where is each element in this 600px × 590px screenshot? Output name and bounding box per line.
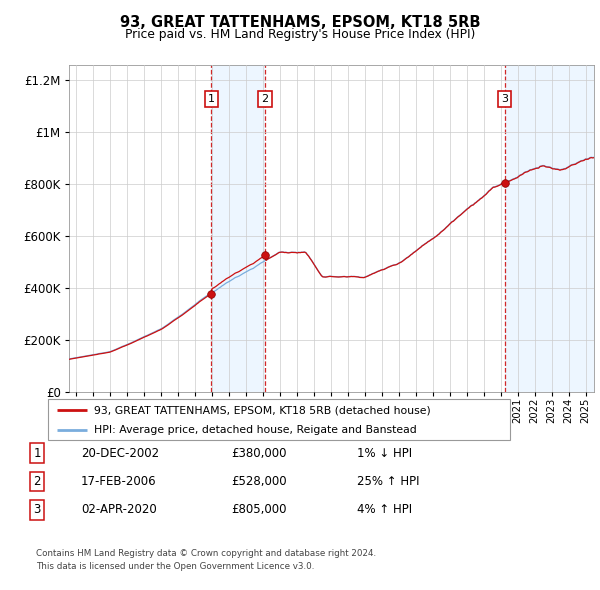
Text: £805,000: £805,000 [231, 503, 287, 516]
Text: £528,000: £528,000 [231, 475, 287, 488]
Text: £380,000: £380,000 [231, 447, 287, 460]
Text: 4% ↑ HPI: 4% ↑ HPI [357, 503, 412, 516]
Bar [505, 65, 594, 392]
Text: 2: 2 [262, 94, 268, 104]
Text: 20-DEC-2002: 20-DEC-2002 [81, 447, 159, 460]
Text: 1% ↓ HPI: 1% ↓ HPI [357, 447, 412, 460]
Text: 2: 2 [34, 475, 41, 488]
Text: This data is licensed under the Open Government Licence v3.0.: This data is licensed under the Open Gov… [36, 562, 314, 571]
Bar [211, 65, 265, 392]
Text: 25% ↑ HPI: 25% ↑ HPI [357, 475, 419, 488]
Text: Contains HM Land Registry data © Crown copyright and database right 2024.: Contains HM Land Registry data © Crown c… [36, 549, 376, 558]
Text: 93, GREAT TATTENHAMS, EPSOM, KT18 5RB: 93, GREAT TATTENHAMS, EPSOM, KT18 5RB [120, 15, 480, 30]
FancyBboxPatch shape [48, 399, 510, 440]
Text: 17-FEB-2006: 17-FEB-2006 [81, 475, 157, 488]
Text: 93, GREAT TATTENHAMS, EPSOM, KT18 5RB (detached house): 93, GREAT TATTENHAMS, EPSOM, KT18 5RB (d… [94, 406, 431, 416]
Text: HPI: Average price, detached house, Reigate and Banstead: HPI: Average price, detached house, Reig… [94, 425, 417, 435]
Text: 02-APR-2020: 02-APR-2020 [81, 503, 157, 516]
Text: Price paid vs. HM Land Registry's House Price Index (HPI): Price paid vs. HM Land Registry's House … [125, 28, 475, 41]
Text: 3: 3 [34, 503, 41, 516]
Text: 1: 1 [208, 94, 215, 104]
Text: 3: 3 [502, 94, 508, 104]
Text: 1: 1 [34, 447, 41, 460]
